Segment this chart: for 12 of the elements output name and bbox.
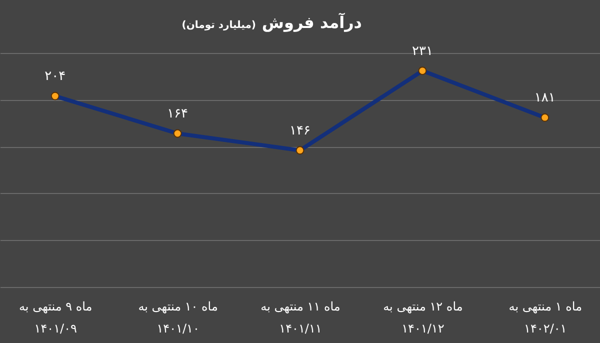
x-tick-label: ماه ۱ منتهی به ۱۴۰۲/۰۱ — [508, 300, 582, 336]
chart-title: درآمد فروش — [262, 12, 362, 32]
x-tick-label: ماه ۱۱ منتهی به ۱۴۰۱/۱۱ — [260, 300, 340, 336]
x-tick-label: ماه ۱۰ منتهی به ۱۴۰۱/۱۰ — [138, 300, 218, 336]
data-label: ۱۶۴ — [167, 106, 188, 122]
x-tick-label: ماه ۱۲ منتهی به ۱۴۰۱/۱۲ — [383, 300, 463, 336]
chart-subtitle: (میلیارد تومان) — [182, 20, 256, 31]
data-label: ۲۰۴ — [44, 69, 66, 84]
data-label: ۲۳۱ — [412, 44, 433, 59]
x-tick-label: ماه ۹ منتهی به ۱۴۰۱/۰۹ — [18, 300, 92, 336]
data-label: ۱۸۱ — [534, 90, 556, 106]
data-label: ۱۴۶ — [290, 123, 310, 138]
